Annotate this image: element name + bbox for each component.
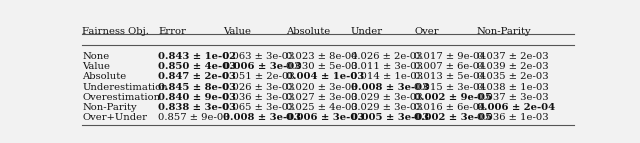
Text: Overestimation: Overestimation [83,93,161,102]
Text: 0.014 ± 1e-03: 0.014 ± 1e-03 [351,72,423,81]
Text: 0.847 ± 2e-03: 0.847 ± 2e-03 [158,72,236,81]
Text: 0.002 ± 9e-05: 0.002 ± 9e-05 [414,93,492,102]
Text: 0.026 ± 2e-03: 0.026 ± 2e-03 [351,52,422,61]
Text: 0.007 ± 6e-04: 0.007 ± 6e-04 [414,62,486,71]
Text: 0.845 ± 8e-03: 0.845 ± 8e-03 [158,83,236,92]
Text: 0.037 ± 2e-03: 0.037 ± 2e-03 [477,52,548,61]
Text: 0.005 ± 3e-03: 0.005 ± 3e-03 [351,113,429,122]
Text: Fairness Obj.: Fairness Obj. [83,27,149,36]
Text: Non-Parity: Non-Parity [83,103,137,112]
Text: 0.023 ± 8e-04: 0.023 ± 8e-04 [286,52,358,61]
Text: 0.025 ± 4e-03: 0.025 ± 4e-03 [286,103,358,112]
Text: 0.030 ± 5e-03: 0.030 ± 5e-03 [286,62,358,71]
Text: Value: Value [223,27,251,36]
Text: Under: Under [351,27,383,36]
Text: 0.063 ± 3e-03: 0.063 ± 3e-03 [223,52,294,61]
Text: 0.015 ± 3e-04: 0.015 ± 3e-04 [414,83,486,92]
Text: 0.037 ± 3e-03: 0.037 ± 3e-03 [477,93,548,102]
Text: Over+Under: Over+Under [83,113,147,122]
Text: 0.039 ± 2e-03: 0.039 ± 2e-03 [477,62,548,71]
Text: 0.857 ± 9e-03: 0.857 ± 9e-03 [158,113,230,122]
Text: Error: Error [158,27,186,36]
Text: Non-Parity: Non-Parity [477,27,531,36]
Text: 0.029 ± 3e-03: 0.029 ± 3e-03 [351,103,422,112]
Text: None: None [83,52,109,61]
Text: 0.006 ± 2e-04: 0.006 ± 2e-04 [477,103,555,112]
Text: Value: Value [83,62,111,71]
Text: 0.029 ± 3e-03: 0.029 ± 3e-03 [351,93,422,102]
Text: 0.016 ± 6e-04: 0.016 ± 6e-04 [414,103,486,112]
Text: 0.838 ± 3e-03: 0.838 ± 3e-03 [158,103,236,112]
Text: 0.017 ± 9e-04: 0.017 ± 9e-04 [414,52,486,61]
Text: 0.036 ± 3e-03: 0.036 ± 3e-03 [223,93,294,102]
Text: 0.004 ± 1e-03: 0.004 ± 1e-03 [286,72,364,81]
Text: 0.843 ± 1e-02: 0.843 ± 1e-02 [158,52,236,61]
Text: 0.020 ± 3e-03: 0.020 ± 3e-03 [286,83,358,92]
Text: 0.035 ± 2e-03: 0.035 ± 2e-03 [477,72,548,81]
Text: 0.013 ± 5e-04: 0.013 ± 5e-04 [414,72,486,81]
Text: 0.011 ± 3e-03: 0.011 ± 3e-03 [351,62,422,71]
Text: 0.840 ± 9e-03: 0.840 ± 9e-03 [158,93,236,102]
Text: 0.006 ± 3e-03: 0.006 ± 3e-03 [223,62,301,71]
Text: 0.008 ± 3e-03: 0.008 ± 3e-03 [223,113,301,122]
Text: 0.850 ± 4e-03: 0.850 ± 4e-03 [158,62,237,71]
Text: 0.008 ± 3e-03: 0.008 ± 3e-03 [351,83,429,92]
Text: 0.065 ± 3e-03: 0.065 ± 3e-03 [223,103,294,112]
Text: 0.036 ± 1e-03: 0.036 ± 1e-03 [477,113,548,122]
Text: 0.027 ± 3e-03: 0.027 ± 3e-03 [286,93,358,102]
Text: Absolute: Absolute [83,72,127,81]
Text: 0.002 ± 3e-05: 0.002 ± 3e-05 [414,113,492,122]
Text: 0.038 ± 1e-03: 0.038 ± 1e-03 [477,83,548,92]
Text: 0.006 ± 3e-03: 0.006 ± 3e-03 [286,113,364,122]
Text: 0.026 ± 3e-03: 0.026 ± 3e-03 [223,83,294,92]
Text: Absolute: Absolute [286,27,330,36]
Text: Underestimation: Underestimation [83,83,168,92]
Text: Over: Over [414,27,439,36]
Text: 0.051 ± 2e-03: 0.051 ± 2e-03 [223,72,294,81]
